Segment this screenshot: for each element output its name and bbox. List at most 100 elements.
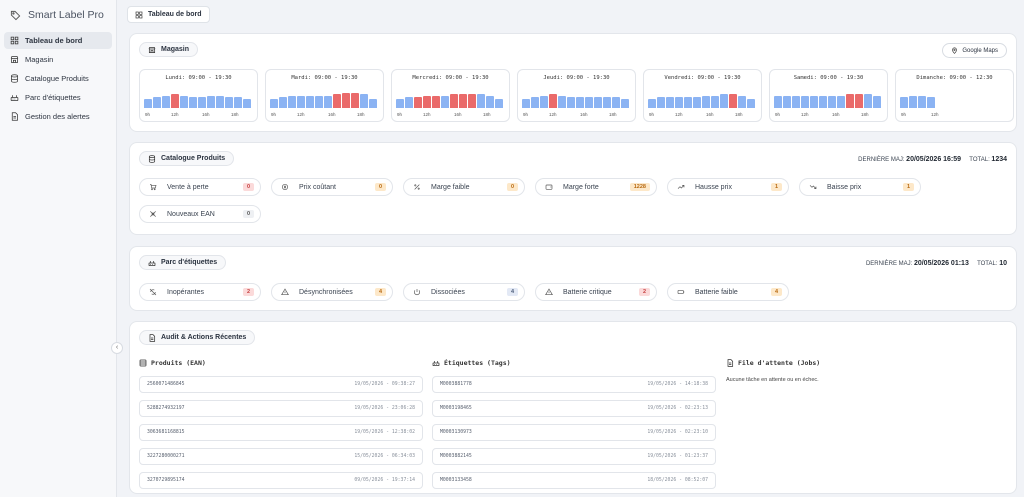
produit-row[interactable]: 5288274932197 19/05/2026 - 23:06:28 [139, 400, 423, 417]
traffic-bar [657, 97, 665, 108]
produit-row[interactable]: 2560071486845 19/05/2026 - 09:38:27 [139, 376, 423, 393]
traffic-bar [396, 99, 404, 108]
traffic-bar [225, 97, 233, 108]
router-icon [432, 361, 440, 367]
router-icon [10, 95, 19, 101]
traffic-bar [837, 96, 845, 108]
parc-filter[interactable]: Batterie critique 2 [535, 283, 657, 301]
hour-tick: 18h [735, 112, 743, 117]
traffic-bar [198, 97, 206, 108]
store-icon [148, 46, 156, 53]
traffic-bar [684, 97, 692, 108]
percent-icon [414, 184, 420, 190]
row-timestamp: 15/05/2026 - 06:34:03 [354, 454, 415, 459]
breadcrumb[interactable]: Tableau de bord [127, 6, 210, 23]
power-icon [414, 289, 420, 296]
sidebar-nav: Tableau de bord Magasin Catalogue Produi… [0, 32, 116, 125]
document-icon [149, 333, 156, 342]
catalogue-filter[interactable]: Marge forte 1228 [535, 178, 657, 196]
day-card: Mercredi: 09:00 - 19:30 9h 12h 16h 18h [391, 69, 510, 122]
etiquette-row[interactable]: M0003881778 19/05/2026 - 14:18:38 [432, 376, 716, 393]
row-timestamp: 19/05/2026 - 02:23:13 [647, 406, 708, 411]
column-title-text: File d'attente (Jobs) [738, 359, 821, 367]
sidebar-item-dashboard[interactable]: Tableau de bord [4, 32, 112, 49]
produit-row[interactable]: 3227280000271 15/05/2026 - 06:34:03 [139, 448, 423, 465]
etiquette-row[interactable]: M0003198465 19/05/2026 - 02:23:13 [432, 400, 716, 417]
opening-hours-row: Lundi: 09:00 - 19:30 9h 12h 16h 18h Mardi: 09… [139, 69, 1014, 122]
catalogue-filter[interactable]: Baisse prix 1 [799, 178, 921, 196]
traffic-bar [675, 97, 683, 108]
hour-tick: 16h [202, 112, 210, 117]
row-timestamp: 19/05/2026 - 01:23:37 [647, 454, 708, 459]
traffic-bar [216, 96, 224, 108]
catalogue-filter[interactable]: Nouveaux EAN 0 [139, 205, 261, 223]
hour-tick: 12h [931, 112, 939, 117]
hour-tick: 16h [706, 112, 714, 117]
hour-tick: 12h [675, 112, 683, 117]
filter-label: Inopérantes [167, 288, 204, 296]
count-badge: 1 [902, 183, 914, 191]
traffic-bar [729, 94, 737, 108]
traffic-bar [576, 97, 584, 108]
updated-value: 20/05/2026 16:59 [906, 156, 962, 163]
traffic-bar [495, 99, 503, 108]
count-badge: 0 [374, 183, 386, 191]
sidebar-item-alertes[interactable]: Gestion des alertes [4, 108, 112, 125]
catalogue-filter[interactable]: Prix coûtant 0 [271, 178, 393, 196]
traffic-bar [243, 99, 251, 108]
etiquette-row[interactable]: M0003130973 19/05/2026 - 02:23:10 [432, 424, 716, 441]
sidebar-item-magasin[interactable]: Magasin [4, 51, 112, 68]
traffic-bar [486, 96, 494, 108]
row-id: M0003133458 [440, 478, 472, 483]
count-badge: 2 [242, 288, 254, 296]
updated-label: DERNIÈRE MAJ: [865, 261, 913, 267]
etiquette-row[interactable]: M0003882145 19/05/2026 - 01:23:37 [432, 448, 716, 465]
parc-filter[interactable]: Inopérantes 2 [139, 283, 261, 301]
brand[interactable]: Smart Label Pro [0, 0, 116, 30]
catalogue-filter[interactable]: Vente à perte 0 [139, 178, 261, 196]
catalogue-filter[interactable]: Marge faible 0 [403, 178, 525, 196]
traffic-bar [819, 96, 827, 108]
count-badge: 4 [506, 288, 518, 296]
parc-filter[interactable]: Batterie faible 4 [667, 283, 789, 301]
parc-filter[interactable]: Dissociées 4 [403, 283, 525, 301]
traffic-bar [459, 94, 467, 108]
produit-row[interactable]: 3063681168815 19/05/2026 - 12:38:02 [139, 424, 423, 441]
produit-row[interactable]: 3270729895174 09/05/2026 - 19:37:14 [139, 472, 423, 489]
hour-tick: 16h [328, 112, 336, 117]
google-maps-button[interactable]: Google Maps [942, 43, 1007, 58]
wallet-icon [545, 184, 553, 190]
traffic-bar [450, 94, 458, 108]
day-label: Lundi: 09:00 - 19:30 [165, 75, 232, 81]
router-icon [148, 260, 156, 266]
catalogue-filter[interactable]: Hausse prix 1 [667, 178, 789, 196]
parc-filter[interactable]: Désynchronisées 4 [271, 283, 393, 301]
hour-tick: 9h [397, 112, 403, 117]
day-card: Jeudi: 09:00 - 19:30 9h 12h 16h 18h [517, 69, 636, 122]
traffic-bar [873, 96, 881, 108]
hour-tick: 9h [775, 112, 781, 117]
traffic-bar [747, 99, 755, 108]
produits-column: Produits (EAN) 2560071486845 19/05/2026 -… [139, 358, 423, 496]
etiquette-row[interactable]: M0003133458 18/05/2026 - 08:52:07 [432, 472, 716, 489]
day-card: Dimanche: 09:00 - 12:30 9h 12h [895, 69, 1014, 122]
count-badge: 2 [638, 288, 650, 296]
warning-icon [545, 288, 553, 295]
row-id: 3227280000271 [147, 454, 185, 459]
filter-label: Marge faible [431, 183, 470, 191]
jobs-column: File d'attente (Jobs) Aucune tâche en at… [726, 358, 820, 383]
sidebar-item-label: Parc d'étiquettes [25, 93, 81, 102]
count-badge: 1228 [629, 183, 650, 191]
hour-ticks: 9h 12h 16h 18h [397, 112, 504, 118]
sidebar-item-catalogue[interactable]: Catalogue Produits [4, 70, 112, 87]
traffic-bar [621, 99, 629, 108]
traffic-bar [414, 97, 422, 108]
collapse-sidebar-button[interactable]: ‹ [111, 342, 123, 354]
etiquettes-list: M0003881778 19/05/2026 - 14:18:38 M0003198… [432, 376, 716, 489]
filter-label: Batterie faible [695, 288, 738, 296]
sidebar-item-parc[interactable]: Parc d'étiquettes [4, 89, 112, 106]
new-icon [150, 211, 156, 217]
hour-tick: 18h [231, 112, 239, 117]
total-label: TOTAL: [977, 261, 998, 267]
coin-icon [282, 184, 288, 190]
